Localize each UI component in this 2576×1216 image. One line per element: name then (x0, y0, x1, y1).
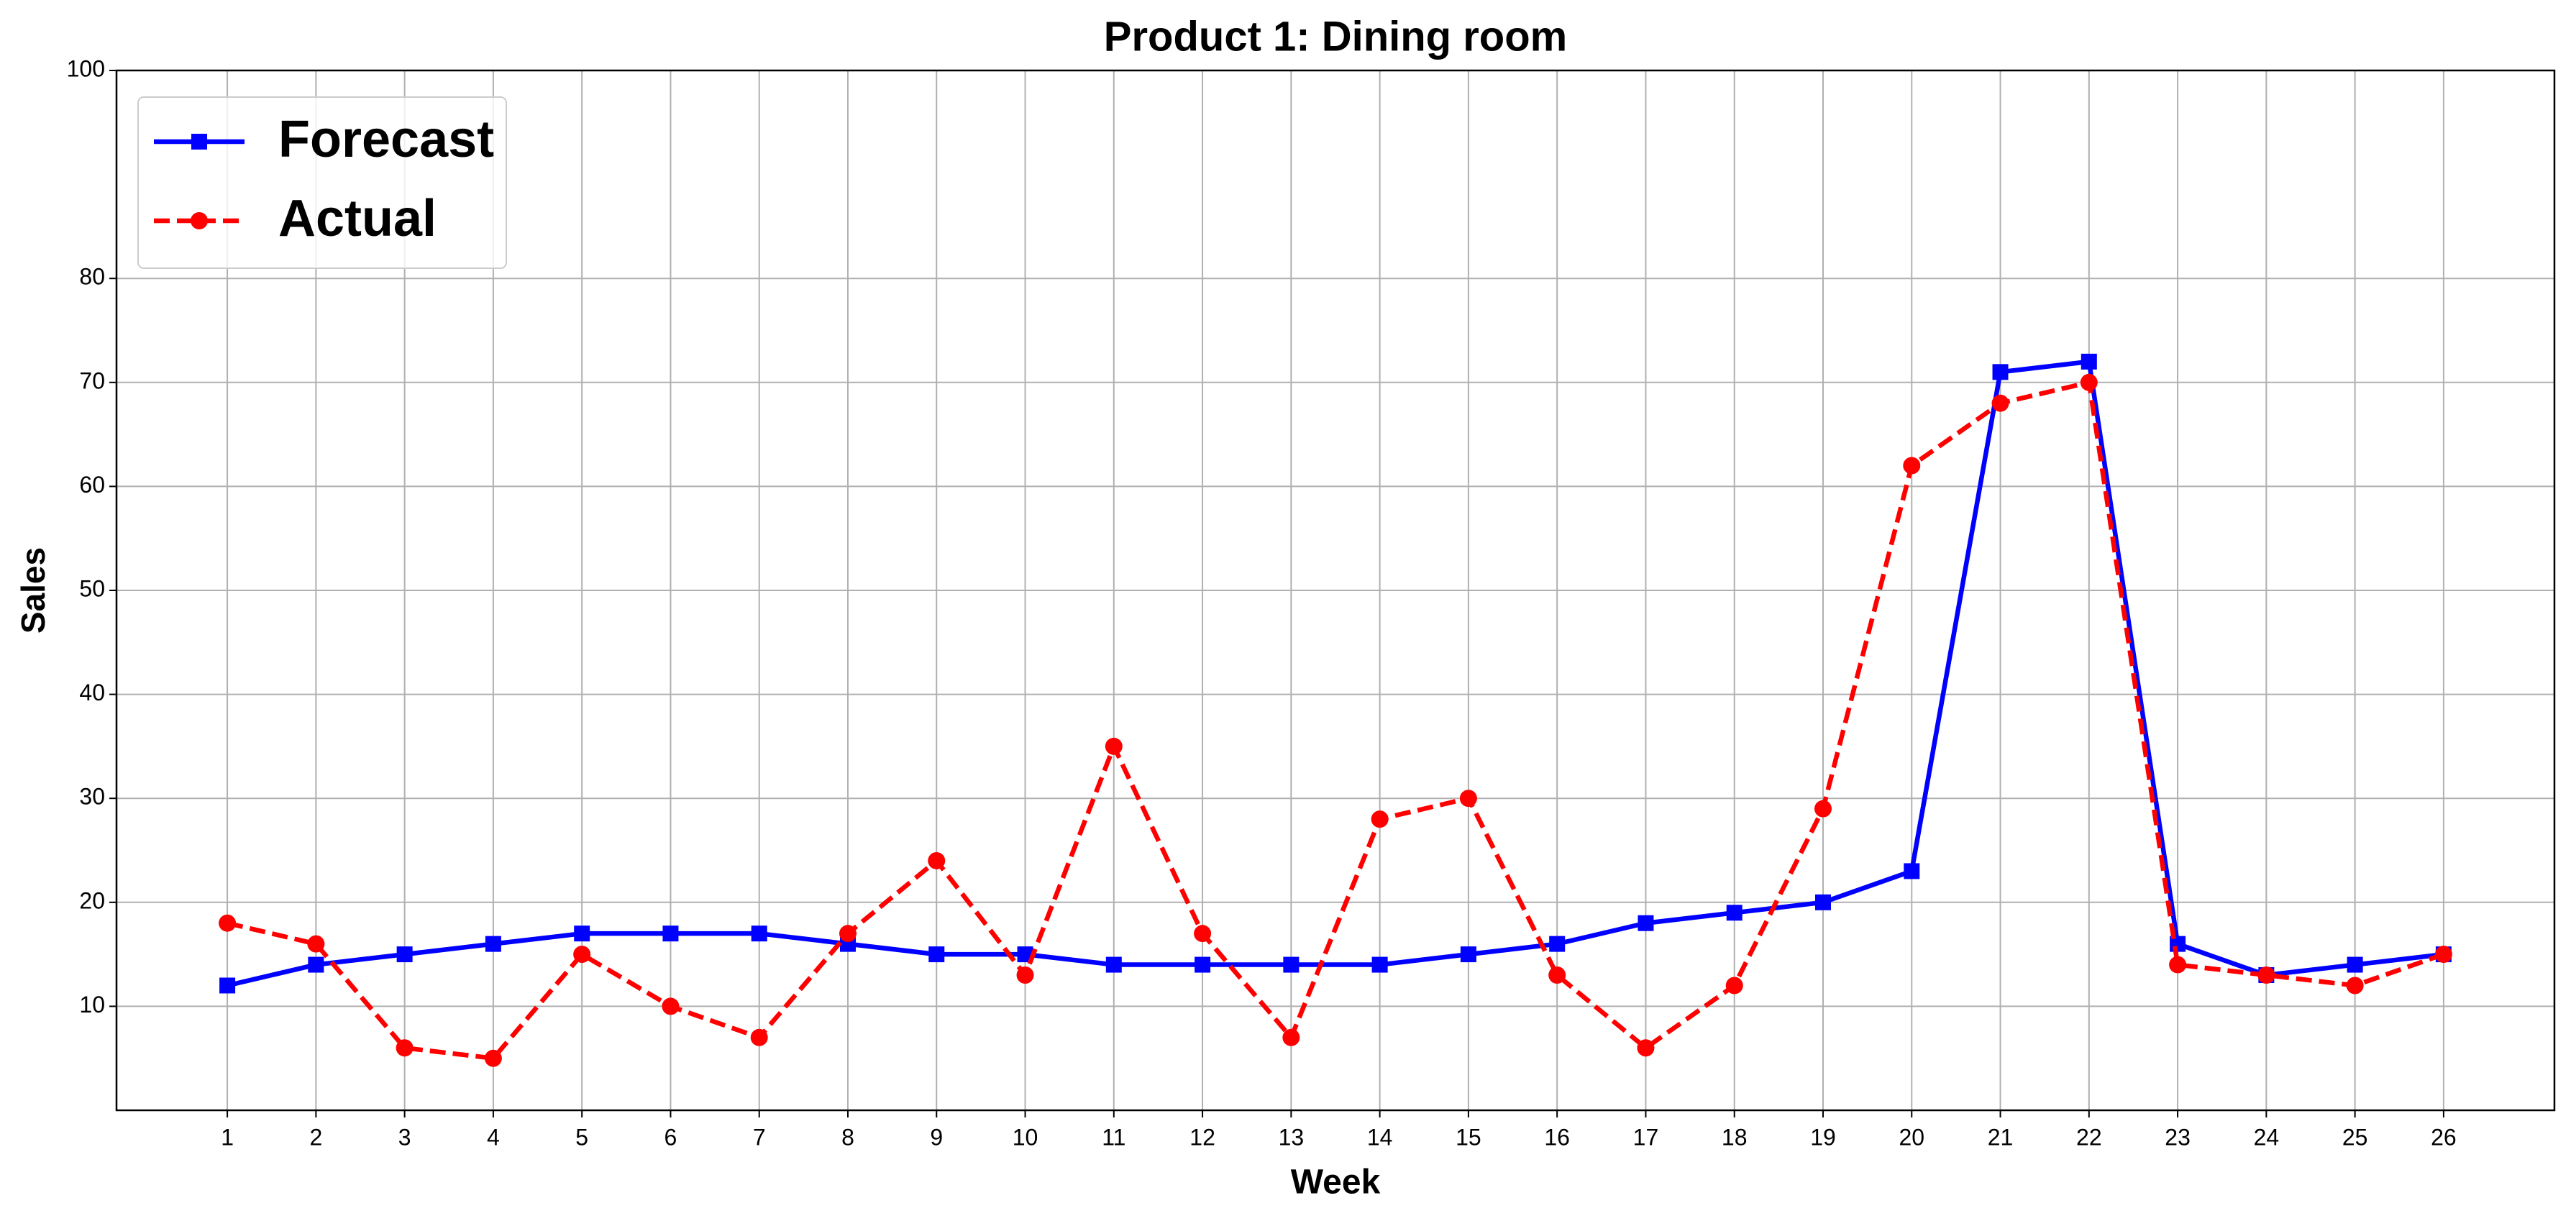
data-point (1814, 800, 1832, 818)
data-point (1195, 956, 1211, 973)
data-point (2434, 946, 2452, 964)
data-point (1638, 915, 1654, 931)
legend-marker (191, 134, 207, 150)
data-point (2080, 373, 2098, 391)
legend: Forecast Actual (137, 96, 507, 269)
x-tick-label: 25 (2342, 1124, 2368, 1150)
data-point (1548, 966, 1566, 984)
series-line (227, 380, 2444, 1061)
x-tick-label: 3 (398, 1124, 411, 1150)
data-point (928, 851, 946, 869)
y-tick-label: 10 (79, 992, 105, 1018)
y-tick-label: 50 (79, 575, 105, 601)
y-tick-label: 30 (79, 784, 105, 810)
x-tick-label: 15 (1456, 1124, 1481, 1150)
data-point (308, 956, 324, 973)
x-tick-label: 12 (1189, 1124, 1215, 1150)
data-point (1904, 863, 1920, 879)
x-tick-label: 6 (664, 1124, 677, 1150)
y-tick-label: 40 (79, 680, 105, 705)
y-tick-label: 100 (67, 55, 105, 81)
x-tick-label: 23 (2165, 1124, 2191, 1150)
x-tick-label: 22 (2076, 1124, 2102, 1150)
data-point (1549, 936, 1566, 952)
x-tick-label: 5 (575, 1124, 588, 1150)
data-point (573, 946, 591, 964)
data-point (1815, 894, 1831, 910)
data-point (750, 1028, 768, 1046)
y-axis-label: Sales (14, 547, 52, 634)
data-point (396, 946, 413, 963)
data-point (2169, 956, 2187, 974)
data-point (751, 925, 767, 942)
data-point (839, 925, 857, 943)
data-point (1637, 1039, 1655, 1057)
data-point (1283, 956, 1300, 973)
x-axis-label: Week (1291, 1164, 1381, 1202)
data-point (1459, 790, 1477, 808)
data-point (1371, 956, 1388, 973)
legend-label: Actual (278, 190, 437, 247)
x-tick-label: 14 (1367, 1124, 1393, 1150)
data-point (1460, 946, 1476, 963)
data-point (484, 1049, 502, 1067)
data-point (662, 925, 679, 942)
y-tick-label: 70 (79, 367, 105, 393)
data-point (574, 925, 590, 942)
data-point (662, 997, 680, 1015)
x-tick-label: 21 (1988, 1124, 2014, 1150)
x-tick-label: 7 (753, 1124, 766, 1150)
data-point (396, 1039, 414, 1057)
data-point (1105, 956, 1122, 973)
x-tick-label: 24 (2254, 1124, 2280, 1150)
x-tick-label: 2 (309, 1124, 322, 1150)
data-point (2081, 353, 2097, 370)
data-point (1017, 946, 1033, 963)
data-point (219, 977, 236, 994)
x-tick-label: 10 (1013, 1124, 1038, 1150)
data-point (1991, 394, 2009, 412)
plot-frame (115, 69, 2556, 1112)
x-tick-label: 26 (2431, 1124, 2457, 1150)
x-tick-label: 1 (221, 1124, 234, 1150)
x-tick-label: 11 (1102, 1124, 1125, 1150)
y-tick-label: 60 (79, 472, 105, 498)
data-point (1282, 1028, 1300, 1046)
x-tick-label: 8 (841, 1124, 854, 1150)
x-tick-label: 16 (1544, 1124, 1570, 1150)
data-point (928, 946, 945, 963)
data-point (219, 914, 237, 932)
data-point (1016, 966, 1034, 984)
y-tick-label: 80 (79, 264, 105, 290)
x-tick-label: 9 (930, 1124, 943, 1150)
y-tick-label: 20 (79, 887, 105, 913)
data-point (2346, 977, 2364, 995)
data-point (1371, 810, 1389, 828)
x-tick-label: 20 (1899, 1124, 1924, 1150)
data-point (485, 936, 501, 952)
data-point (1903, 457, 1921, 475)
data-point (1726, 905, 1743, 921)
x-tick-label: 18 (1722, 1124, 1748, 1150)
data-point (2257, 966, 2275, 984)
x-tick-label: 13 (1279, 1124, 1305, 1150)
x-tick-label: 17 (1633, 1124, 1659, 1150)
data-point (1105, 737, 1123, 755)
x-tick-label: 19 (1810, 1124, 1836, 1150)
legend-marker (191, 212, 208, 229)
data-point (307, 935, 325, 953)
x-tick-label: 4 (487, 1124, 500, 1150)
legend-label: Forecast (278, 111, 494, 168)
data-point (1992, 364, 2009, 380)
data-point (1194, 925, 1212, 943)
series-line (227, 359, 2444, 988)
data-point (2347, 956, 2363, 973)
chart-title: Product 1: Dining room (1104, 13, 1567, 60)
data-point (1725, 977, 1743, 995)
